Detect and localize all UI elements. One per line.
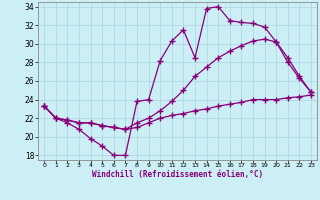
X-axis label: Windchill (Refroidissement éolien,°C): Windchill (Refroidissement éolien,°C)	[92, 170, 263, 179]
